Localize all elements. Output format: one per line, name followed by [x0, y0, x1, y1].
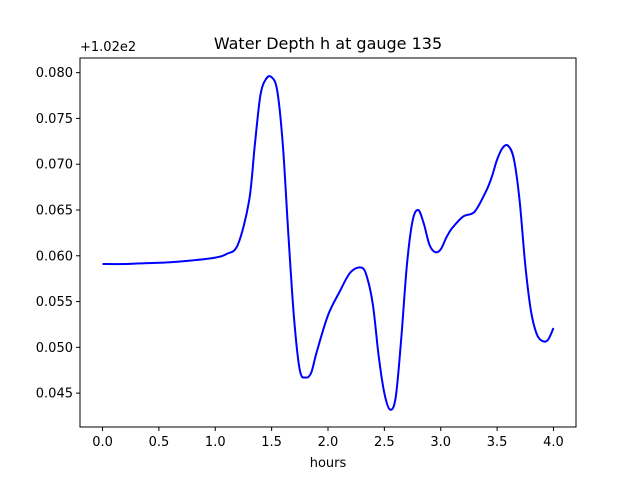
y-tick-label: 0.050 — [36, 341, 73, 356]
y-tick-label: 0.055 — [36, 295, 73, 310]
y-tick-label: 0.080 — [36, 66, 73, 81]
plot-area — [102, 75, 555, 411]
x-axis: 0.0 0.5 1.0 1.5 2.0 2.5 3.0 3.5 4.0 — [92, 427, 564, 450]
chart-title: Water Depth h at gauge 135 — [214, 34, 442, 53]
y-tick-label: 0.075 — [36, 112, 73, 127]
x-tick-label: 2.0 — [318, 435, 339, 450]
x-axis-label: hours — [310, 456, 347, 471]
series-line-0 — [102, 75, 555, 411]
y-tick-label: 0.065 — [36, 203, 73, 218]
x-tick-label: 1.5 — [261, 435, 282, 450]
y-tick-label: 0.045 — [36, 387, 73, 402]
x-tick-label: 4.0 — [543, 435, 564, 450]
y-axis: 0.045 0.050 0.055 0.060 0.065 0.070 0.075 0.080 — [36, 66, 80, 402]
x-tick-label: 3.0 — [430, 435, 451, 450]
y-tick-label: 0.070 — [36, 158, 73, 173]
y-tick-label: 0.060 — [36, 249, 73, 264]
x-tick-label: 2.5 — [374, 435, 395, 450]
x-tick-label: 0.5 — [149, 435, 170, 450]
x-tick-label: 3.5 — [487, 435, 508, 450]
x-tick-label: 1.0 — [205, 435, 226, 450]
y-offset-label: +1.02e2 — [80, 40, 136, 55]
x-tick-label: 0.0 — [92, 435, 113, 450]
